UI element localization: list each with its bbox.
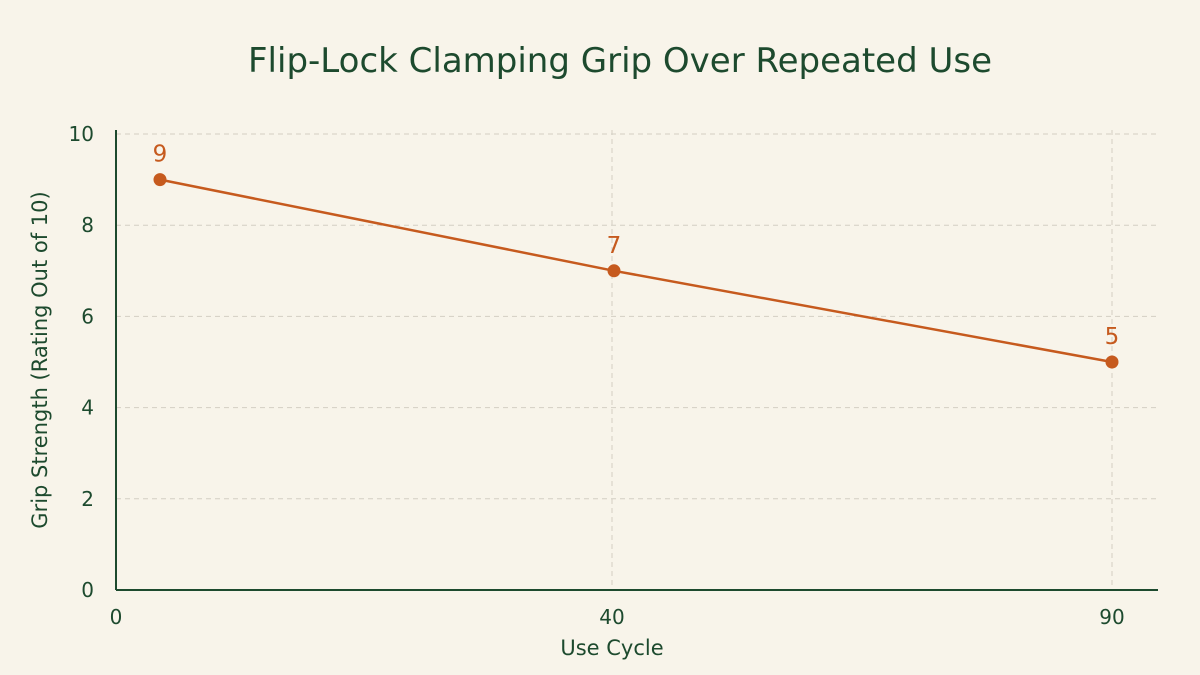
series: 9 7 5 xyxy=(153,142,1120,369)
y-tick-labels: 0 2 4 6 8 10 xyxy=(69,122,94,602)
y-tick-label: 0 xyxy=(81,578,94,602)
y-tick-label: 6 xyxy=(81,304,94,328)
series-line xyxy=(159,178,1113,364)
x-tick-label: 40 xyxy=(599,605,624,629)
x-tick-label: 0 xyxy=(110,605,123,629)
data-point xyxy=(153,173,167,187)
y-tick-label: 4 xyxy=(81,396,94,420)
y-tick-label: 8 xyxy=(81,213,94,237)
y-tick-label: 2 xyxy=(81,487,94,511)
chart-title: Flip-Lock Clamping Grip Over Repeated Us… xyxy=(248,41,992,81)
data-label: 7 xyxy=(607,233,622,259)
y-axis-title: Grip Strength (Rating Out of 10) xyxy=(28,191,52,528)
x-axis-title: Use Cycle xyxy=(560,636,663,660)
data-point xyxy=(1105,355,1119,369)
axes xyxy=(115,130,1158,591)
x-tick-labels: 0 40 90 xyxy=(110,605,1125,629)
data-label: 5 xyxy=(1105,324,1120,350)
x-tick-label: 90 xyxy=(1099,605,1124,629)
grid xyxy=(116,130,1158,590)
data-label: 9 xyxy=(153,142,168,168)
data-point xyxy=(607,264,621,278)
y-tick-label: 10 xyxy=(69,122,94,146)
